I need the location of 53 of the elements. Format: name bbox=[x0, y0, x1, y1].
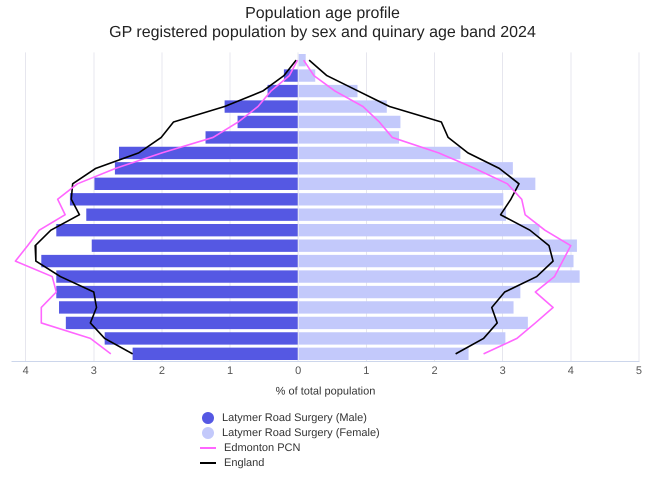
legend-label: Latymer Road Surgery (Female) bbox=[222, 426, 380, 438]
bar bbox=[298, 116, 400, 128]
bar bbox=[298, 208, 506, 221]
x-tick-label: 1 bbox=[227, 365, 234, 378]
bar bbox=[238, 116, 298, 128]
bar bbox=[298, 146, 460, 160]
x-tick-label: 3 bbox=[90, 365, 97, 378]
x-tick-label: 2 bbox=[158, 365, 165, 378]
bar bbox=[298, 193, 504, 206]
bar bbox=[298, 69, 316, 82]
bar bbox=[298, 316, 528, 330]
bar bbox=[66, 316, 298, 330]
bar bbox=[298, 178, 536, 190]
bar bbox=[298, 332, 506, 345]
x-tick-label: 3 bbox=[500, 365, 506, 378]
bar bbox=[70, 193, 298, 206]
bar bbox=[114, 162, 298, 175]
bar bbox=[104, 332, 298, 345]
bar bbox=[94, 178, 298, 190]
bar bbox=[298, 348, 469, 360]
x-tick-label: 1 bbox=[363, 365, 370, 378]
chart-title: Population age profile bbox=[245, 5, 400, 22]
legend-label: Edmonton PCN bbox=[224, 442, 300, 454]
x-axis-title: % of total population bbox=[276, 385, 376, 398]
bar bbox=[298, 131, 400, 144]
x-tick-label: 4 bbox=[22, 365, 29, 378]
bar bbox=[206, 131, 298, 144]
bar bbox=[298, 286, 520, 298]
bar bbox=[224, 100, 298, 113]
x-tick-label: 4 bbox=[568, 365, 574, 378]
bar bbox=[298, 54, 306, 66]
bar bbox=[132, 348, 298, 360]
x-tick-label: 0 bbox=[295, 365, 302, 378]
bar bbox=[298, 224, 540, 236]
bar bbox=[56, 286, 298, 298]
bar bbox=[41, 254, 298, 268]
chart-subtitle: GP registered population by sex and quinary age band 2024 bbox=[109, 24, 536, 42]
bar bbox=[298, 162, 513, 175]
bar bbox=[298, 239, 577, 252]
bar bbox=[118, 146, 298, 160]
bar bbox=[298, 270, 580, 283]
bar bbox=[59, 301, 298, 314]
legend-label: Latymer Road Surgery (Male) bbox=[222, 412, 367, 424]
bar bbox=[86, 208, 298, 221]
bar bbox=[298, 100, 387, 113]
x-tick-label: 2 bbox=[431, 365, 438, 378]
bar bbox=[56, 270, 298, 283]
bar bbox=[56, 224, 298, 236]
legend-label: England bbox=[224, 456, 264, 468]
bar bbox=[92, 239, 298, 252]
bar bbox=[298, 301, 514, 314]
x-tick-label: 5 bbox=[636, 365, 642, 378]
bar bbox=[298, 254, 574, 268]
